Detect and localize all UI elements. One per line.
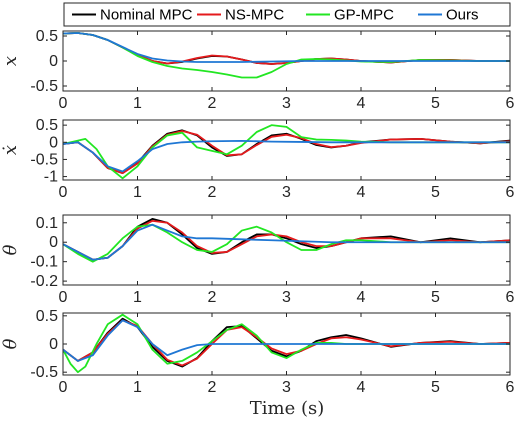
- x-tick-label: 6: [506, 379, 515, 396]
- y-tick-label: 0.1: [36, 215, 58, 232]
- y-tick-label: 0: [49, 234, 58, 251]
- axes-frame: [62, 214, 511, 286]
- series-lines: [63, 32, 510, 79]
- y-tick-label: -0.5: [30, 78, 58, 95]
- x-tick-label: 2: [208, 289, 217, 306]
- x-tick-label: 0: [59, 379, 68, 396]
- y-tick-label: -0.5: [30, 364, 58, 381]
- x-axis-label: Time (s): [250, 398, 325, 419]
- x-tick-label: 1: [133, 289, 142, 306]
- x-tick-label: 3: [282, 289, 291, 306]
- legend: Nominal MPC NS-MPC GP-MPC Ours: [63, 2, 511, 27]
- legend-label: Ours: [446, 7, 479, 24]
- y-axis-label: θ: [0, 338, 21, 349]
- y-axis-label: ẋ: [0, 145, 21, 155]
- x-tick-label: 2: [208, 379, 217, 396]
- subplots: 0 1 2 3 4 5 60.50-0.5x0 1 2 3 4 5 60.50-0.5-1ẋ0 1 2 3 4 5…: [0, 28, 515, 396]
- x-tick-label: 0: [59, 95, 68, 112]
- x-tick-label: 6: [506, 184, 515, 201]
- x-tick-label: 3: [282, 95, 291, 112]
- x-tick-label: 1: [133, 95, 142, 112]
- x-tick-label: 4: [357, 95, 366, 112]
- series-ours: [63, 32, 510, 63]
- series-ns-mpc: [63, 32, 510, 65]
- x-tick-label: 5: [431, 289, 440, 306]
- y-tick-label: -1: [44, 169, 58, 186]
- x-tick-label: 2: [208, 95, 217, 112]
- subplot-2: 0 1 2 3 4 5 60.50-0.5-1ẋ: [0, 117, 515, 201]
- y-tick-label: -0.2: [30, 273, 58, 290]
- y-tick-label: 0.5: [36, 308, 58, 325]
- y-tick-label: 0.5: [36, 28, 58, 45]
- y-tick-label: 0.5: [36, 117, 58, 134]
- x-tick-label: 1: [133, 184, 142, 201]
- series-lines: [63, 313, 510, 374]
- series-lines: [63, 217, 510, 263]
- subplot-1: 0 1 2 3 4 5 60.50-0.5x: [0, 28, 515, 112]
- x-tick-label: 0: [59, 289, 68, 306]
- y-tick-label: -0.1: [30, 254, 58, 271]
- x-tick-label: 1: [133, 379, 142, 396]
- legend-entry: GP-MPC: [306, 7, 394, 24]
- x-tick-label: 6: [506, 95, 515, 112]
- legend-label: Nominal MPC: [100, 7, 193, 24]
- x-tick-label: 5: [431, 95, 440, 112]
- x-tick-label: 5: [431, 184, 440, 201]
- subplot-4: 0 1 2 3 4 5 60.50-0.5θ: [0, 308, 515, 396]
- y-tick-label: 0: [49, 53, 58, 70]
- x-tick-label: 4: [357, 184, 366, 201]
- x-tick-label: 3: [282, 184, 291, 201]
- y-axis-label: θ: [0, 244, 21, 255]
- series-lines: [63, 124, 510, 180]
- legend-entry: NS-MPC: [197, 7, 284, 24]
- legend-label: NS-MPC: [225, 7, 284, 24]
- series-ours: [63, 223, 510, 261]
- series-gp-mpc: [63, 32, 510, 79]
- legend-box: [63, 2, 511, 27]
- y-tick-label: 0: [49, 134, 58, 151]
- legend-entry: Nominal MPC: [72, 7, 193, 24]
- x-tick-label: 6: [506, 289, 515, 306]
- y-tick-label: -0.5: [30, 151, 58, 168]
- x-tick-label: 0: [59, 184, 68, 201]
- legend-label: GP-MPC: [334, 7, 394, 24]
- series-ours: [63, 140, 510, 173]
- series-ns-mpc: [63, 130, 510, 175]
- x-tick-label: 4: [357, 289, 366, 306]
- x-tick-label: 5: [431, 379, 440, 396]
- axes-frame: [62, 119, 511, 181]
- x-tick-label: 4: [357, 379, 366, 396]
- subplot-3: 0 1 2 3 4 5 6 0.1 0 -0.1 -0.2 θ: [0, 214, 515, 306]
- y-axis-label: x: [0, 56, 21, 66]
- series-ours: [63, 319, 510, 362]
- x-tick-label: 2: [208, 184, 217, 201]
- legend-entry: Ours: [418, 7, 479, 24]
- series-gp-mpc: [63, 223, 510, 263]
- x-tick-label: 3: [282, 379, 291, 396]
- y-tick-label: 0: [49, 336, 58, 353]
